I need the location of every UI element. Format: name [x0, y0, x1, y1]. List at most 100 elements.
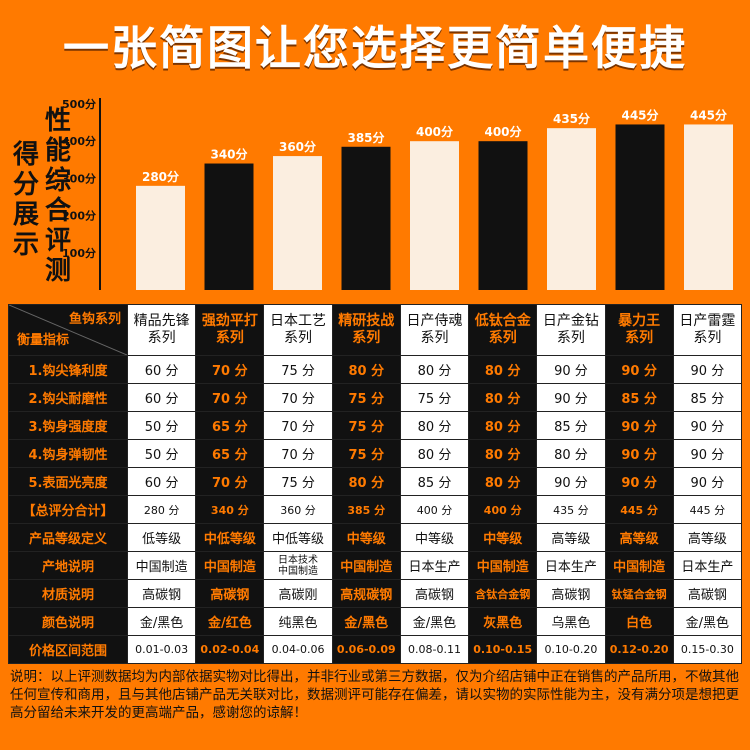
table-cell: 含钛合金钢 [468, 579, 538, 608]
table-cell: 0.10-0.20 [536, 635, 606, 664]
metric-label: 产地说明 [8, 551, 128, 580]
table-cell: 0.08-0.11 [399, 635, 470, 664]
series-header: 强劲平打 系列 [195, 304, 265, 356]
table-cell: 50 分 [126, 439, 197, 468]
table-cell: 中等级 [399, 523, 470, 552]
table-row: 产品等级定义 低等级 中低等级 中低等级 中等级 中等级 中等级 高等级 高等级 高等级 [8, 523, 743, 552]
series-suffix: 系列 [556, 330, 585, 346]
table-cell: 85 分 [604, 383, 674, 412]
corner-divider [9, 305, 127, 355]
disclaimer-note: 说明：以上评测数据均为内部依据实物对比得出，并非行业或第三方数据，仅为介绍店铺中… [10, 669, 739, 721]
series-suffix: 系列 [215, 330, 244, 346]
table-cell: 钛锰合金钢 [604, 579, 674, 608]
table-cell: 高碳钢 [536, 579, 606, 608]
table-cell: 高等级 [536, 523, 606, 552]
table-cell: 高碳刚 [263, 579, 333, 608]
corner-metric-label: 衡量指标 [17, 333, 70, 348]
bars: 280分 340分 360分 385分 400分 400分 435分 445分 445分 [136, 107, 733, 291]
bar [273, 156, 322, 290]
bar-data-label: 445分 [621, 107, 658, 122]
chart-side-label-score: 得分展示 [12, 140, 39, 260]
bar [341, 146, 391, 290]
table-cell: 400 分 [399, 495, 470, 524]
table-cell: 高碳钢 [195, 579, 265, 608]
table-cell: 0.06-0.09 [331, 635, 401, 664]
table-cell: 60 分 [126, 383, 197, 412]
table-cell: 高规碳钢 [331, 579, 401, 608]
bar [136, 185, 185, 290]
table-cell: 90 分 [604, 411, 674, 440]
bar-data-label: 435分 [553, 111, 590, 126]
table-cell: 85 分 [536, 411, 606, 440]
page-title: 一张简图让您选择更简单便捷 [63, 21, 687, 75]
table-cell: 日本生产 [672, 551, 743, 580]
table-cell: 80 分 [536, 439, 606, 468]
metric-label: 5.表面光亮度 [8, 467, 128, 496]
table-cell: 360 分 [263, 495, 333, 524]
table-cell: 70 分 [263, 383, 333, 412]
metric-label: 【总评分合计】 [8, 495, 128, 524]
table-cell: 中国制造 [195, 551, 265, 580]
bar-data-label: 360分 [279, 139, 316, 154]
table-cell: 低等级 [126, 523, 197, 552]
table-cell: 385 分 [331, 495, 401, 524]
table-row: 【总评分合计】 280 分 340 分 360 分 385 分 400 分 400 分 435… [8, 495, 743, 524]
series-suffix: 系列 [420, 330, 449, 346]
table-cell: 80 分 [468, 411, 538, 440]
bar [615, 124, 665, 291]
table-cell: 0.15-0.30 [672, 635, 743, 664]
bar-data-label: 445分 [690, 107, 727, 122]
series-header: 低钛合金 系列 [468, 304, 538, 356]
series-header: 日产金钻 系列 [536, 304, 606, 356]
series-name: 精品先锋 [133, 313, 190, 329]
table-cell: 80 分 [331, 355, 401, 384]
corner-series-label: 鱼钩系列 [68, 312, 121, 327]
bar-data-label: 400分 [416, 124, 453, 139]
bar-data-label: 400分 [484, 124, 521, 139]
table-cell: 80 分 [399, 411, 470, 440]
table-cell: 日本生产 [536, 551, 606, 580]
table-row: 材质说明 高碳钢 高碳钢 高碳刚 高规碳钢 高碳钢 含钛合金钢 高碳钢 钛锰合金钢 高碳钢 [8, 579, 743, 608]
series-suffix: 系列 [693, 330, 722, 346]
table-cell: 75 分 [399, 383, 470, 412]
table-cell: 日本生产 [399, 551, 470, 580]
table-cell: 0.10-0.15 [468, 635, 538, 664]
series-name: 日产金钻 [542, 313, 599, 329]
table-cell: 中低等级 [263, 523, 333, 552]
y-tick-label: 400分 [62, 134, 96, 148]
table-cell: 435 分 [536, 495, 606, 524]
table-cell: 65 分 [195, 411, 265, 440]
table-cell: 90 分 [604, 439, 674, 468]
table-cell: 70 分 [263, 439, 333, 468]
series-suffix: 系列 [625, 330, 654, 346]
table-cell: 0.02-0.04 [195, 635, 265, 664]
table-cell: 80 分 [468, 467, 538, 496]
table-cell: 高碳钢 [672, 579, 743, 608]
table-cell: 75 分 [331, 411, 401, 440]
table-cell: 日本技术 中国制造 [263, 551, 333, 580]
series-name: 精研技战 [338, 313, 395, 329]
table-cell: 70 分 [195, 383, 265, 412]
series-suffix: 系列 [488, 330, 517, 346]
table-cell: 75 分 [263, 355, 333, 384]
table-cell: 中等级 [468, 523, 538, 552]
table-cell: 高碳钢 [399, 579, 470, 608]
table-cell: 0.01-0.03 [126, 635, 197, 664]
metric-label: 4.钩身弹韧性 [8, 439, 128, 468]
table-cell: 90 分 [672, 355, 743, 384]
table-cell: 445 分 [604, 495, 674, 524]
table-cell: 90 分 [672, 411, 743, 440]
metric-label: 2.钩尖耐磨性 [8, 383, 128, 412]
table-cell: 金/黑色 [399, 607, 470, 636]
bar-data-label: 385分 [347, 130, 384, 145]
series-header: 日本工艺 系列 [263, 304, 333, 356]
table-cell: 0.12-0.20 [604, 635, 674, 664]
bar-data-label: 280分 [142, 169, 179, 184]
table-cell: 80 分 [468, 383, 538, 412]
series-name: 强劲平打 [201, 313, 258, 329]
score-bar-chart: 100分 200分 300分 400分 500分 280分 340分 360分 385分 400… [8, 96, 742, 300]
table-cell: 90 分 [604, 355, 674, 384]
table-cell: 80 分 [468, 439, 538, 468]
